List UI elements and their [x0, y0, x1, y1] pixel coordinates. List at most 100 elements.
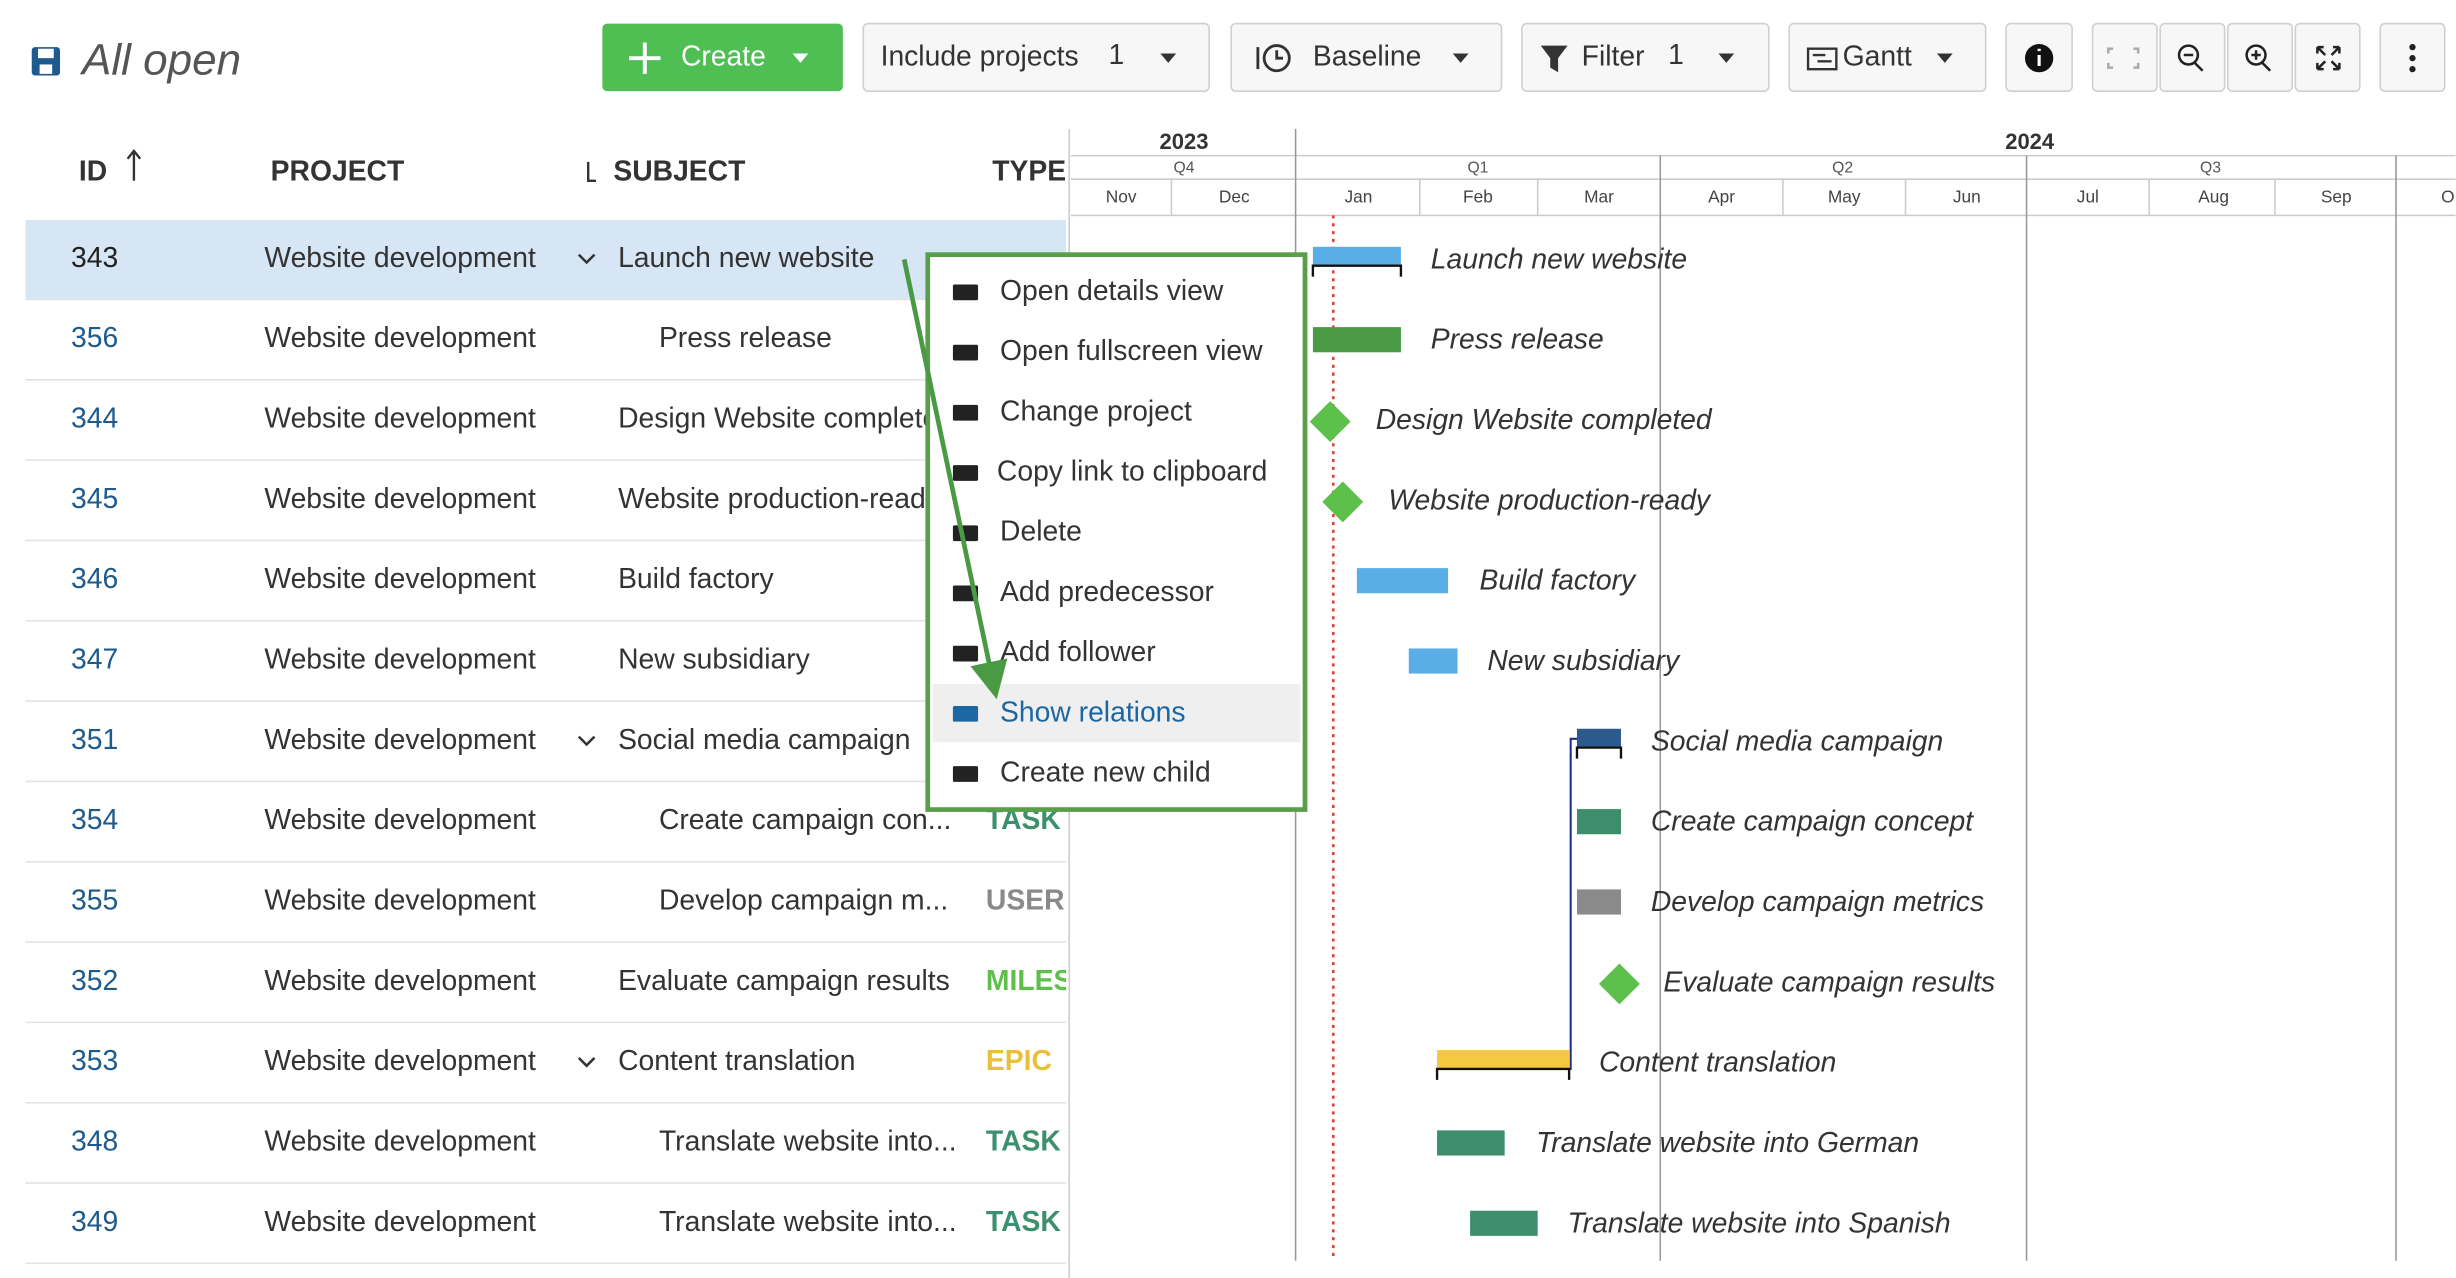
dropdown-caret	[1452, 53, 1469, 63]
info-button[interactable]	[2005, 22, 2073, 92]
gantt-row[interactable]: New subsidiary	[1408, 644, 1681, 676]
create-button[interactable]: Create	[602, 23, 843, 92]
bar-label: Website production-ready	[1388, 483, 1712, 515]
cell-id[interactable]: 349	[71, 1205, 118, 1237]
gantt-row[interactable]: Social media campaign	[1575, 724, 1943, 759]
menu-item-label: Add follower	[1000, 635, 1156, 667]
table-row[interactable]: 354 Website development Create campaign co…	[25, 803, 1069, 863]
column-header[interactable]: TYPE	[992, 154, 1066, 186]
expand-chevron[interactable]	[577, 1057, 596, 1068]
cell-id[interactable]: 351	[71, 723, 118, 755]
cell-subject: Content translation	[618, 1044, 855, 1076]
table-row[interactable]: 343 Website development Launch new website	[25, 220, 1069, 301]
cell-project: Website development	[264, 321, 536, 353]
menu-item-label: Open fullscreen view	[1000, 334, 1263, 366]
gantt-row[interactable]: Translate website into German	[1437, 1126, 1919, 1158]
bar-label: Translate website into Spanish	[1568, 1206, 1951, 1238]
baseline-button[interactable]: Baseline	[1230, 22, 1503, 92]
month-label: May	[1828, 187, 1861, 207]
gantt-row[interactable]: Content translation	[1435, 1046, 1836, 1080]
column-header[interactable]: PROJECT	[271, 154, 405, 186]
cell-project: Website development	[264, 642, 536, 674]
gantt-row[interactable]: Develop campaign metrics	[1576, 885, 1984, 917]
cell-id[interactable]: 344	[71, 401, 118, 433]
zoom-out-button[interactable]	[2159, 22, 2226, 92]
focus-button[interactable]	[2091, 22, 2158, 92]
menu-item[interactable]: Change project	[952, 394, 1192, 426]
zoom-in-button[interactable]	[2226, 22, 2293, 92]
table-row[interactable]: 356 Website development Press release	[25, 321, 1069, 381]
column-header[interactable]: SUBJECT	[613, 154, 745, 186]
bar-label: Design Website completed	[1376, 403, 1713, 435]
menu-item[interactable]: Create new child	[952, 755, 1211, 787]
expand-chevron[interactable]	[577, 253, 596, 265]
save-icon[interactable]	[31, 47, 61, 76]
gantt-row[interactable]: Design Website completed	[1309, 401, 1713, 443]
icon	[2177, 44, 2204, 72]
column-header[interactable]: ID	[79, 154, 107, 186]
cell-id[interactable]: 354	[71, 803, 118, 835]
cell-subject: Evaluate campaign results	[618, 964, 950, 996]
table-row[interactable]: 347 Website development New subsidiary	[25, 642, 1069, 702]
cell-id[interactable]: 348	[71, 1124, 118, 1156]
bar-label: Build factory	[1480, 564, 1637, 596]
menu-item[interactable]: Show relations	[932, 683, 1301, 743]
cell-id[interactable]: 352	[71, 964, 118, 996]
table-row[interactable]: 352 Website development Evaluate campaign …	[25, 964, 1072, 1024]
task-bar	[1408, 648, 1458, 674]
button-frame	[1521, 22, 1770, 92]
table-row[interactable]: 349 Website development Translate website …	[25, 1205, 1069, 1265]
menu-item[interactable]: Open details view	[952, 274, 1224, 306]
icon	[2107, 47, 2140, 69]
gantt-row[interactable]: Launch new website	[1311, 242, 1687, 277]
cell-id[interactable]: 346	[71, 562, 118, 594]
cell-id[interactable]: 343	[71, 241, 118, 273]
table-row[interactable]: 355 Website development Develop campaign m…	[25, 883, 1069, 943]
menu-item-label: Delete	[1000, 515, 1082, 547]
baseline-icon	[1256, 44, 1291, 73]
task-bar	[1576, 809, 1621, 835]
parent-bar	[1437, 1050, 1570, 1069]
table-row[interactable]: 346 Website development Build factory	[25, 562, 1069, 622]
cell-id[interactable]: 355	[71, 883, 118, 915]
table-row[interactable]: 345 Website development Website production…	[25, 482, 1069, 542]
cell-project: Website development	[264, 562, 536, 594]
table-row[interactable]: 353 Website development Content translatio…	[25, 1044, 1069, 1104]
cell-type: EPIC	[986, 1044, 1052, 1076]
table-row[interactable]: 348 Website development Translate website …	[25, 1124, 1069, 1184]
gantt-row[interactable]: Website production-ready	[1322, 481, 1712, 523]
fullscreen-button[interactable]	[2294, 22, 2361, 92]
button-label: Filter	[1582, 40, 1645, 72]
gantt-row[interactable]: Evaluate campaign results	[1598, 963, 1995, 1005]
cell-project: Website development	[264, 964, 536, 996]
bar-label: Develop campaign metrics	[1651, 885, 1984, 917]
button-frame	[2226, 22, 2293, 92]
month-label: Dec	[1219, 187, 1250, 207]
menu-item[interactable]: Add follower	[952, 635, 1156, 667]
table-row[interactable]: 344 Website development Design Website com…	[25, 401, 1069, 461]
more-button[interactable]	[2379, 22, 2446, 92]
quarter-label: Q4	[1174, 159, 1195, 176]
menu-item[interactable]: Copy link to clipboard	[952, 454, 1267, 486]
expand-chevron[interactable]	[577, 735, 596, 747]
gantt-row[interactable]: Create campaign concept	[1576, 805, 1974, 837]
cell-project: Website development	[264, 241, 536, 273]
quarter-label: Q1	[1467, 159, 1488, 176]
include-projects-button[interactable]: Include projects 1	[862, 22, 1210, 92]
table-row[interactable]: 351 Website development Social media campa…	[25, 723, 1069, 783]
gantt-row[interactable]: Translate website into Spanish	[1470, 1206, 1951, 1238]
button-label: Create	[681, 40, 766, 72]
button-frame	[1788, 22, 1987, 92]
gantt-row[interactable]: Press release	[1312, 323, 1604, 355]
month-label: Feb	[1463, 187, 1493, 207]
cell-id[interactable]: 353	[71, 1044, 118, 1076]
menu-item[interactable]: Open fullscreen view	[952, 334, 1263, 366]
view-mode-button[interactable]: Gantt	[1788, 22, 1987, 92]
cell-id[interactable]: 347	[71, 642, 118, 674]
cell-id[interactable]: 345	[71, 482, 118, 514]
cell-id[interactable]: 356	[71, 321, 118, 353]
task-bar	[1437, 1130, 1505, 1156]
gantt-row[interactable]: Build factory	[1356, 564, 1637, 596]
filter-button[interactable]: Filter 1	[1521, 22, 1770, 92]
